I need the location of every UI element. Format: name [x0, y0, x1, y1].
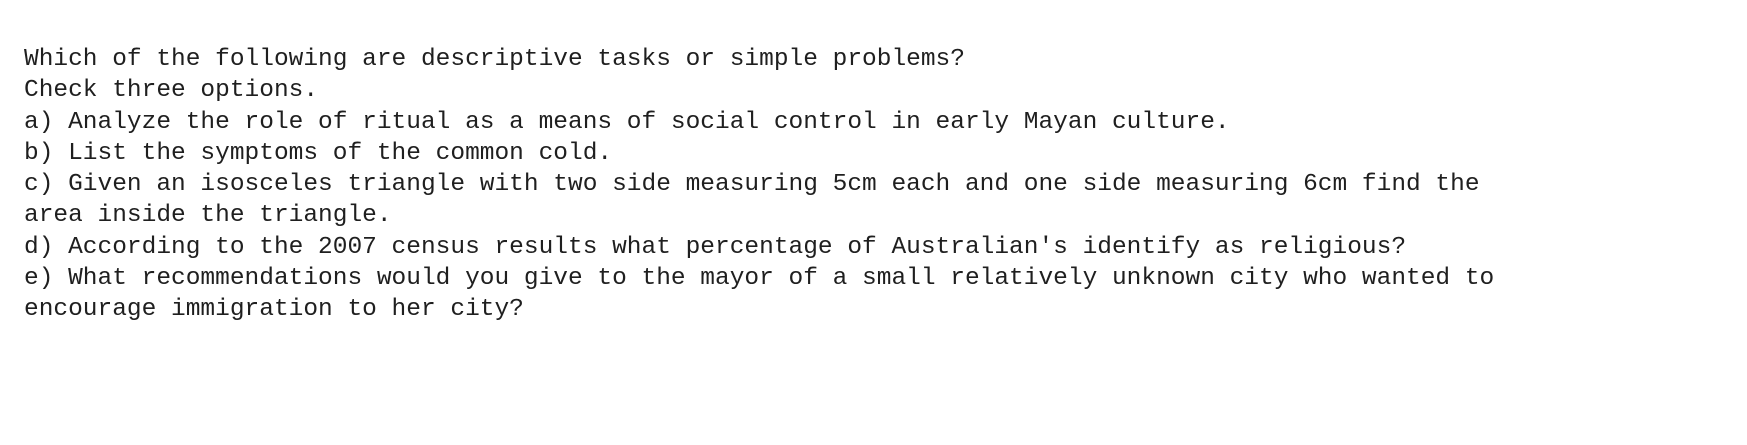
question-text: Which of the following are descriptive t…	[24, 44, 1509, 326]
options: a) Analyze the role of ritual as a means…	[24, 107, 1509, 326]
option: c) Given an isosceles triangle with two …	[24, 171, 1480, 230]
option: e) What recommendations would you give t…	[24, 265, 1495, 324]
instruction: Check three options.	[24, 77, 319, 105]
option: d) According to the 2007 census results …	[24, 233, 1407, 261]
option: b) List the symptoms of the common cold.	[24, 139, 613, 167]
option: a) Analyze the role of ritual as a means…	[24, 108, 1230, 136]
question: Which of the following are descriptive t…	[24, 46, 965, 73]
